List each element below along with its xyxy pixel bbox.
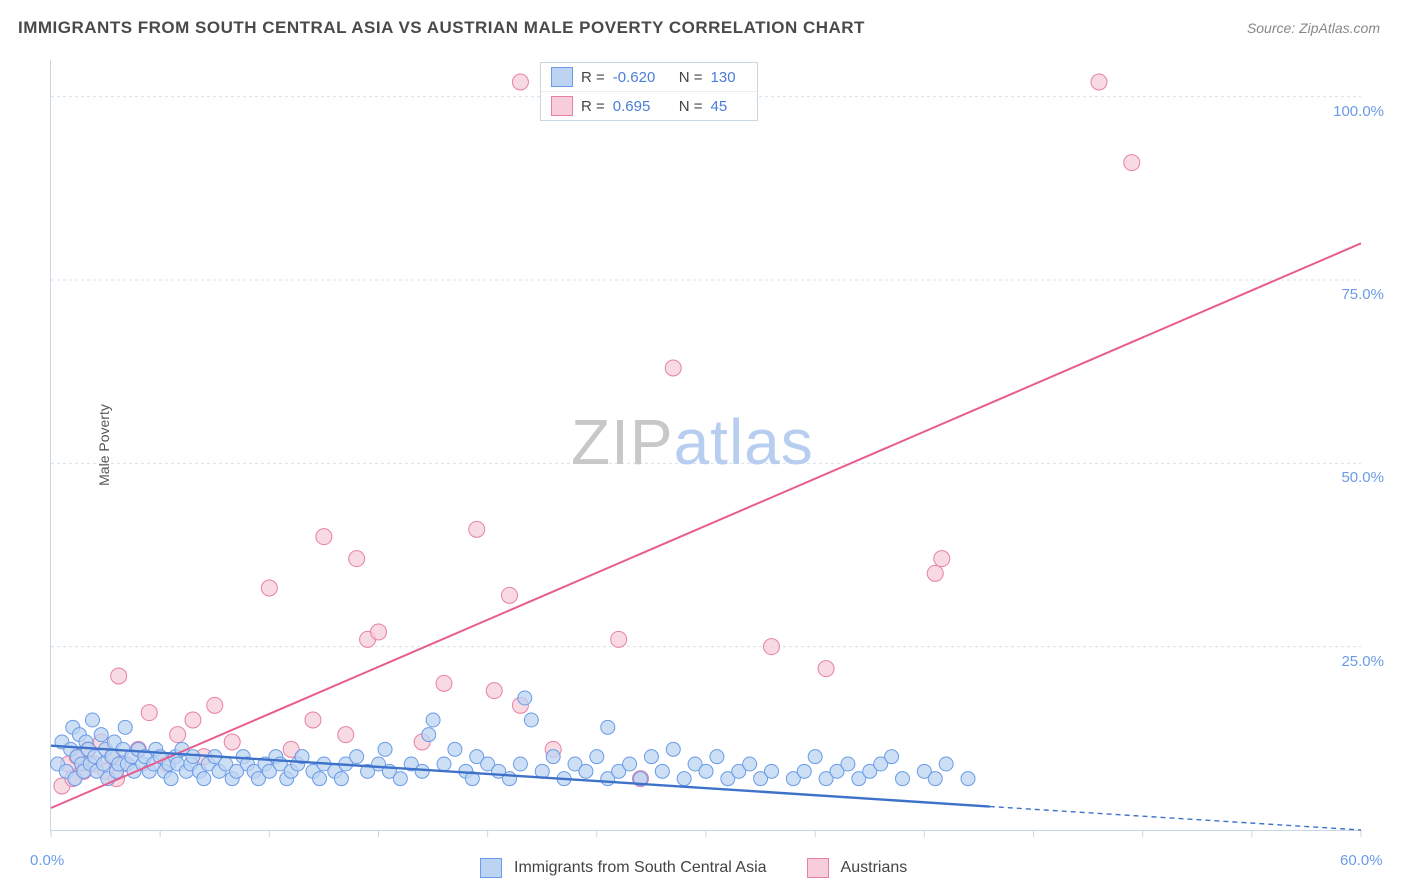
y-tick-label: 50.0% (1341, 469, 1384, 486)
correlation-legend: R = -0.620 N = 130 R = 0.695 N = 45 (540, 62, 758, 121)
legend-r-label: R = (581, 98, 605, 115)
plot-area: Male Poverty ZIPatlas (50, 60, 1361, 831)
legend-swatch-icon (551, 67, 573, 87)
legend-r-value: -0.620 (613, 69, 671, 86)
series-swatch-icon (480, 858, 502, 878)
y-tick-label: 75.0% (1341, 286, 1384, 303)
chart-title: IMMIGRANTS FROM SOUTH CENTRAL ASIA VS AU… (18, 18, 865, 38)
scatter-svg (43, 60, 1369, 840)
series-swatch-icon (807, 858, 829, 878)
series-label: Austrians (841, 859, 908, 877)
source-attribution: Source: ZipAtlas.com (1247, 20, 1380, 36)
legend-n-value: 130 (711, 69, 747, 86)
legend-n-value: 45 (711, 98, 747, 115)
legend-row-pink: R = 0.695 N = 45 (541, 91, 757, 120)
legend-n-label: N = (679, 98, 703, 115)
legend-n-label: N = (679, 69, 703, 86)
y-axis-label: Male Poverty (96, 404, 112, 486)
series-legend: Immigrants from South Central Asia Austri… (480, 858, 935, 878)
y-tick-label: 100.0% (1333, 103, 1384, 120)
x-tick-label: 60.0% (1340, 852, 1383, 869)
legend-row-blue: R = -0.620 N = 130 (541, 63, 757, 91)
legend-r-value: 0.695 (613, 98, 671, 115)
legend-swatch-icon (551, 96, 573, 116)
y-tick-label: 25.0% (1341, 653, 1384, 670)
series-label: Immigrants from South Central Asia (514, 859, 767, 877)
x-tick-label: 0.0% (30, 852, 64, 869)
legend-r-label: R = (581, 69, 605, 86)
